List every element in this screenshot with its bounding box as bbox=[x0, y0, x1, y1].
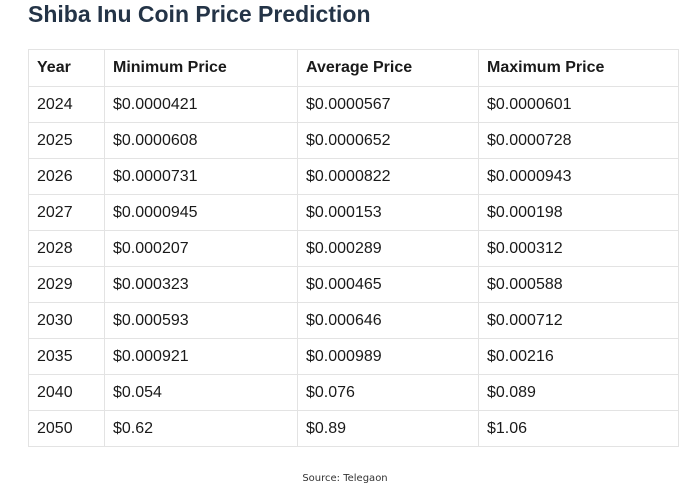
cell-year: 2029 bbox=[28, 266, 105, 303]
price-prediction-table: Year Minimum Price Average Price Maximum… bbox=[28, 49, 679, 447]
cell-minimum-price: $0.000323 bbox=[104, 266, 298, 303]
cell-maximum-price: $0.00216 bbox=[478, 338, 679, 375]
cell-maximum-price: $0.000198 bbox=[478, 194, 679, 231]
cell-year: 2028 bbox=[28, 230, 105, 267]
table-row: 2025 $0.0000608 $0.0000652 $0.0000728 bbox=[28, 122, 679, 159]
cell-maximum-price: $0.000588 bbox=[478, 266, 679, 303]
table-row: 2030 $0.000593 $0.000646 $0.000712 bbox=[28, 302, 679, 339]
cell-average-price: $0.89 bbox=[297, 410, 479, 447]
cell-average-price: $0.076 bbox=[297, 374, 479, 411]
cell-maximum-price: $0.0000943 bbox=[478, 158, 679, 195]
cell-maximum-price: $0.0000728 bbox=[478, 122, 679, 159]
cell-maximum-price: $0.0000601 bbox=[478, 86, 679, 123]
header-minimum-price: Minimum Price bbox=[104, 49, 298, 87]
cell-minimum-price: $0.0000731 bbox=[104, 158, 298, 195]
cell-year: 2030 bbox=[28, 302, 105, 339]
cell-average-price: $0.0000567 bbox=[297, 86, 479, 123]
cell-minimum-price: $0.0000421 bbox=[104, 86, 298, 123]
cell-maximum-price: $1.06 bbox=[478, 410, 679, 447]
cell-maximum-price: $0.089 bbox=[478, 374, 679, 411]
table-header-row: Year Minimum Price Average Price Maximum… bbox=[28, 49, 679, 87]
cell-year: 2035 bbox=[28, 338, 105, 375]
page-title: Shiba Inu Coin Price Prediction bbox=[28, 1, 371, 27]
cell-minimum-price: $0.000207 bbox=[104, 230, 298, 267]
cell-year: 2024 bbox=[28, 86, 105, 123]
cell-year: 2027 bbox=[28, 194, 105, 231]
cell-minimum-price: $0.62 bbox=[104, 410, 298, 447]
header-maximum-price: Maximum Price bbox=[478, 49, 679, 87]
cell-maximum-price: $0.000312 bbox=[478, 230, 679, 267]
cell-average-price: $0.0000822 bbox=[297, 158, 479, 195]
cell-average-price: $0.000465 bbox=[297, 266, 479, 303]
header-average-price: Average Price bbox=[297, 49, 479, 87]
cell-year: 2040 bbox=[28, 374, 105, 411]
cell-year: 2025 bbox=[28, 122, 105, 159]
cell-minimum-price: $0.054 bbox=[104, 374, 298, 411]
cell-average-price: $0.0000652 bbox=[297, 122, 479, 159]
table-row: 2028 $0.000207 $0.000289 $0.000312 bbox=[28, 230, 679, 267]
cell-minimum-price: $0.0000608 bbox=[104, 122, 298, 159]
table-row: 2024 $0.0000421 $0.0000567 $0.0000601 bbox=[28, 86, 679, 123]
table-row: 2035 $0.000921 $0.000989 $0.00216 bbox=[28, 338, 679, 375]
cell-minimum-price: $0.000593 bbox=[104, 302, 298, 339]
table-row: 2040 $0.054 $0.076 $0.089 bbox=[28, 374, 679, 411]
cell-average-price: $0.000646 bbox=[297, 302, 479, 339]
cell-year: 2026 bbox=[28, 158, 105, 195]
cell-minimum-price: $0.000921 bbox=[104, 338, 298, 375]
table-row: 2027 $0.0000945 $0.000153 $0.000198 bbox=[28, 194, 679, 231]
cell-average-price: $0.000289 bbox=[297, 230, 479, 267]
table-row: 2050 $0.62 $0.89 $1.06 bbox=[28, 410, 679, 447]
cell-maximum-price: $0.000712 bbox=[478, 302, 679, 339]
cell-average-price: $0.000989 bbox=[297, 338, 479, 375]
cell-year: 2050 bbox=[28, 410, 105, 447]
cell-minimum-price: $0.0000945 bbox=[104, 194, 298, 231]
cell-average-price: $0.000153 bbox=[297, 194, 479, 231]
header-year: Year bbox=[28, 49, 105, 87]
table-row: 2026 $0.0000731 $0.0000822 $0.0000943 bbox=[28, 158, 679, 195]
source-caption: Source: Telegaon bbox=[302, 473, 388, 484]
table-row: 2029 $0.000323 $0.000465 $0.000588 bbox=[28, 266, 679, 303]
